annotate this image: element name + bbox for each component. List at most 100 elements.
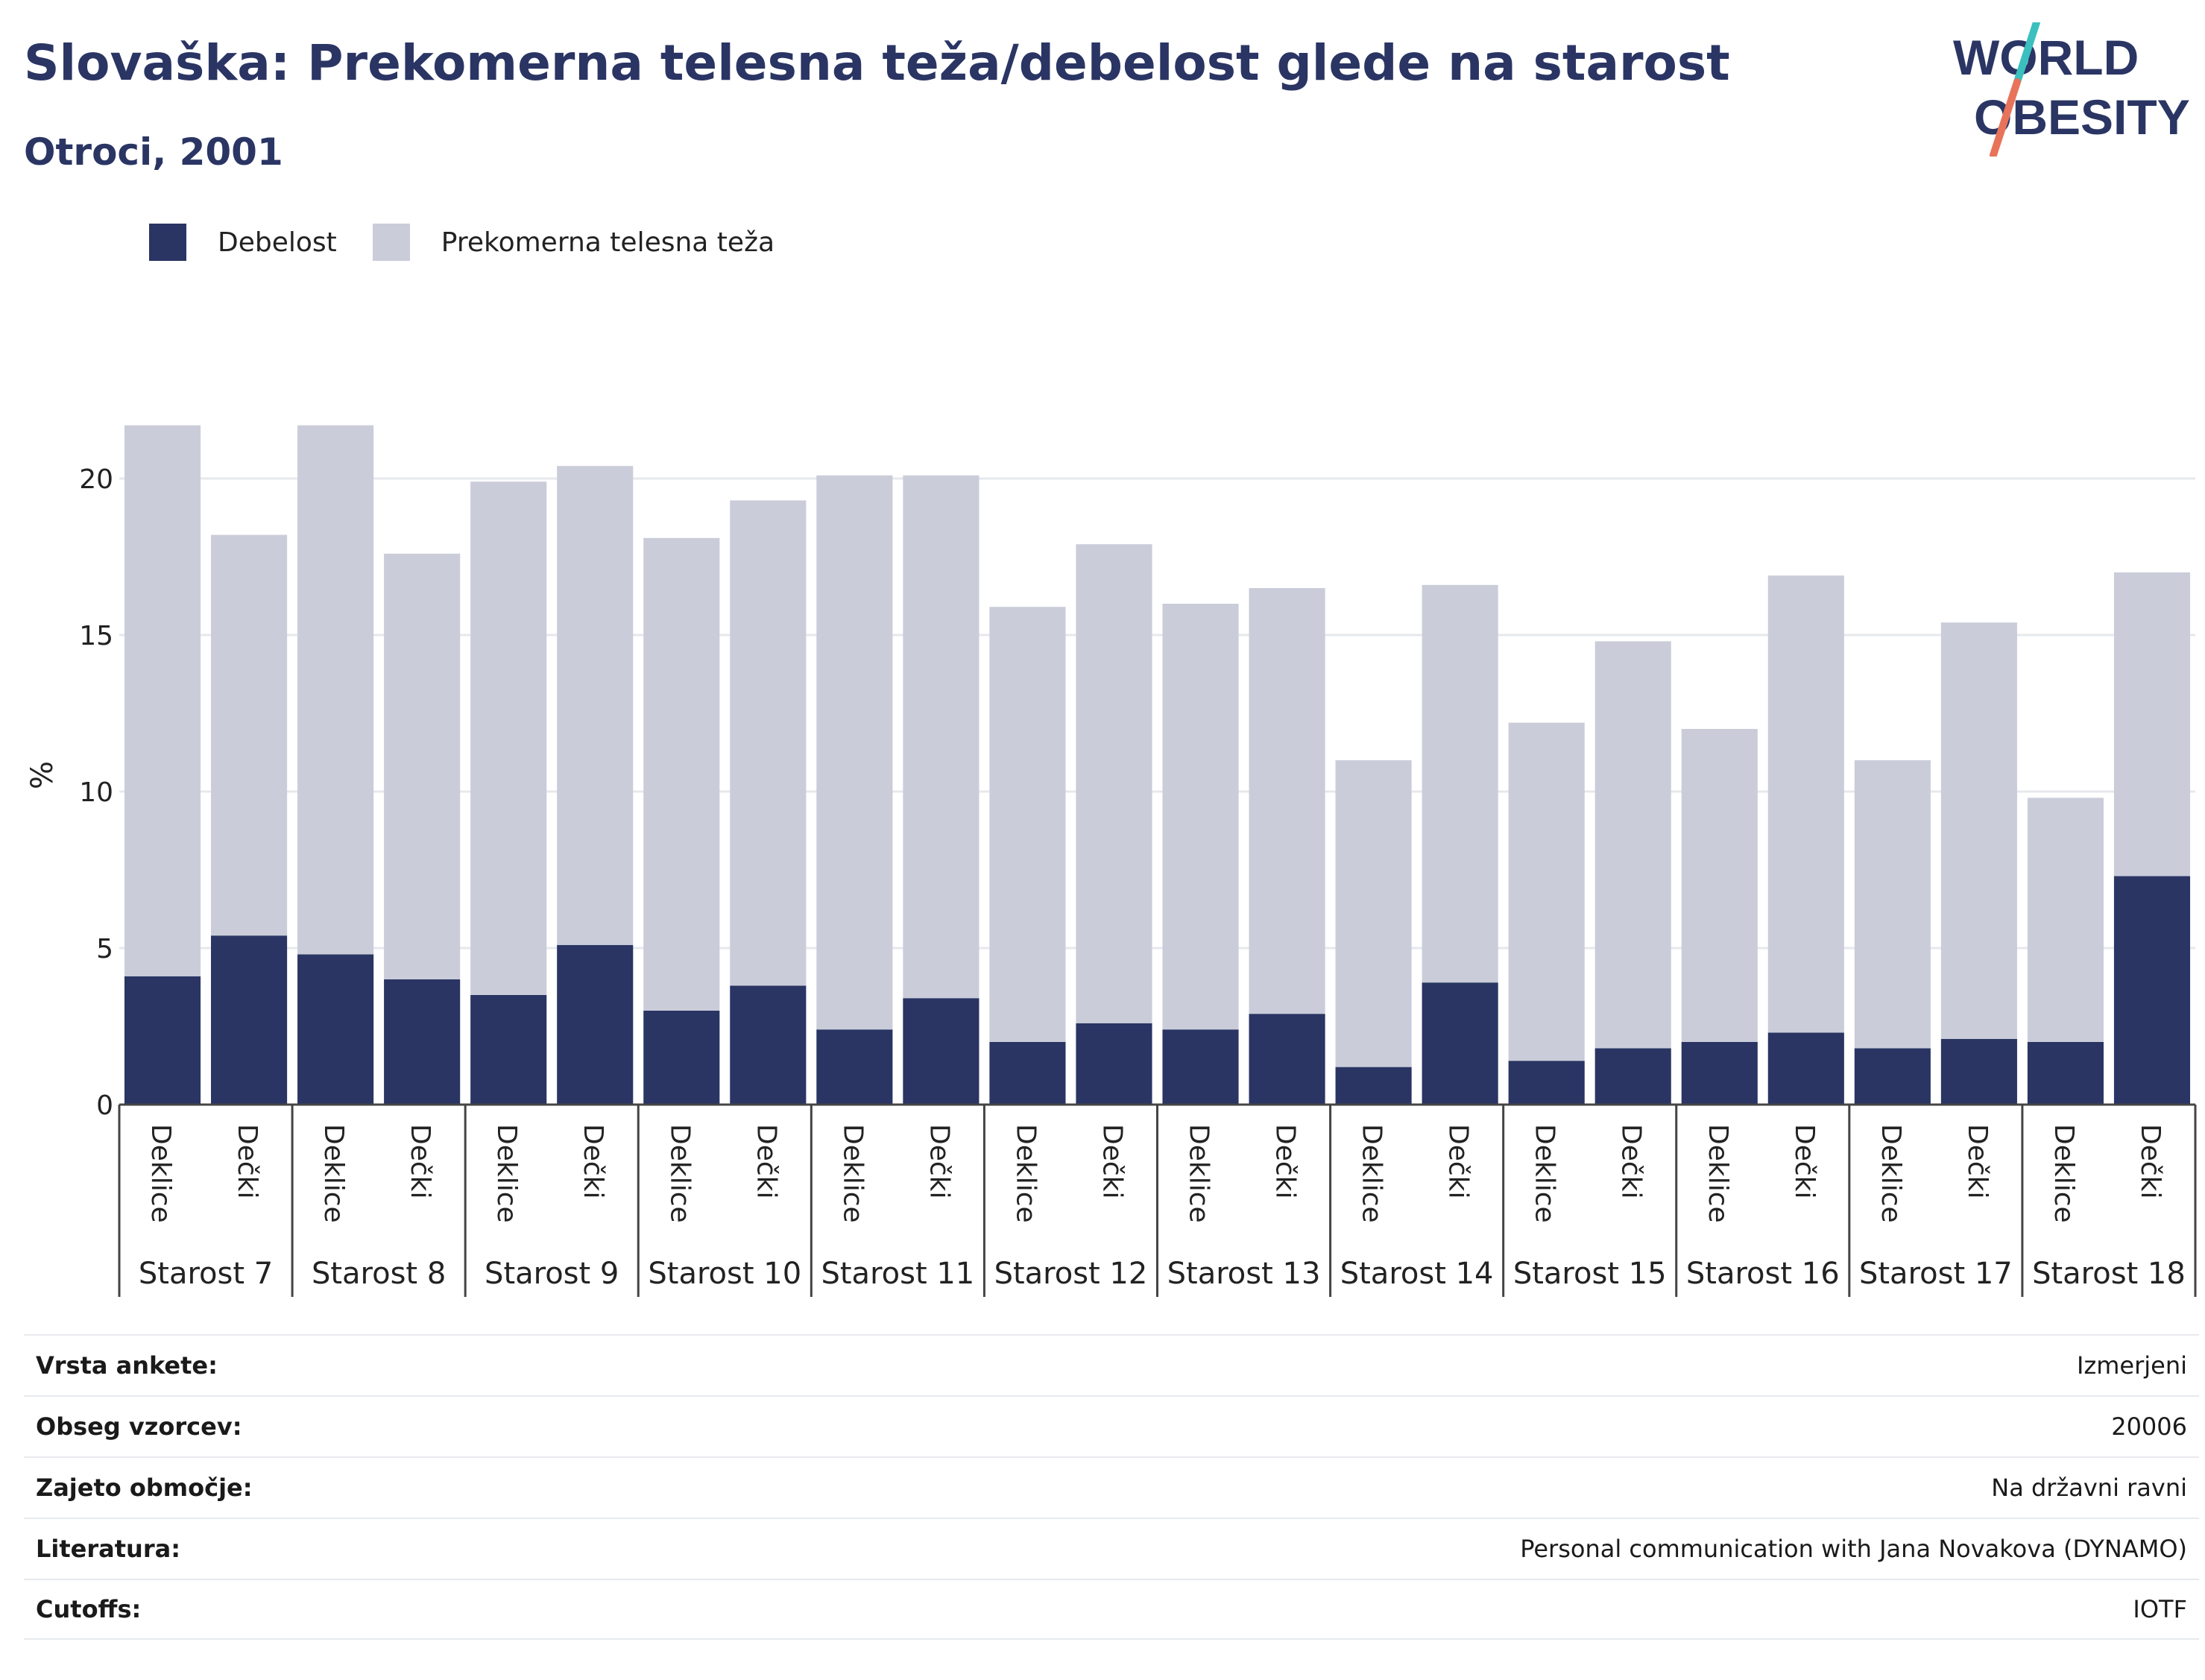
bar-debelost xyxy=(470,995,547,1105)
x-subcategory-label: Deklice xyxy=(145,1124,176,1223)
x-subcategory-label: Deklice xyxy=(1530,1124,1560,1223)
x-group-label: Starost 18 xyxy=(2032,1257,2186,1291)
x-subcategory-label: Deklice xyxy=(491,1124,522,1223)
bar-debelost xyxy=(1422,982,1498,1105)
x-group-label: Starost 14 xyxy=(1340,1257,1494,1291)
stacked-bar-chart: 0 5 10 15 20% Deklice Dečki Deklice Dečki Deklice… xyxy=(25,425,2197,1297)
bar-debelost xyxy=(1854,1048,1931,1105)
info-value: IOTF xyxy=(2133,1595,2187,1623)
x-subcategory-label: Deklice xyxy=(318,1124,349,1223)
bar-prekomerna xyxy=(1681,729,1758,1042)
x-subcategory-label: Dečki xyxy=(2135,1124,2165,1199)
info-row-area: Zajeto območje: Na državni ravni xyxy=(24,1456,2199,1518)
legend-item-debelost[interactable]: Debelost xyxy=(149,224,337,261)
bar-debelost xyxy=(989,1042,1066,1105)
x-subcategory-label: Dečki xyxy=(405,1124,435,1199)
info-value: Izmerjeni xyxy=(2077,1351,2187,1380)
x-group-label: Starost 7 xyxy=(139,1257,273,1291)
x-subcategory-label: Dečki xyxy=(1962,1124,1993,1199)
x-subcategory-label: Dečki xyxy=(1097,1124,1127,1199)
x-subcategory-label: Dečki xyxy=(578,1124,608,1199)
info-row-survey-type: Vrsta ankete: Izmerjeni xyxy=(24,1334,2199,1395)
chart-legend: Debelost Prekomerna telesna teža xyxy=(149,224,810,261)
x-subcategory-label: Deklice xyxy=(664,1124,695,1223)
bar-prekomerna xyxy=(903,475,980,999)
y-tick-label: 0 xyxy=(96,1090,113,1121)
bar-debelost xyxy=(2113,876,2191,1105)
info-key: Cutoffs: xyxy=(36,1595,142,1623)
bar-prekomerna xyxy=(816,475,893,1030)
svg-text:WORLD: WORLD xyxy=(1953,30,2139,85)
bar-debelost xyxy=(384,979,461,1105)
info-value: 20006 xyxy=(2111,1412,2187,1441)
bar-debelost xyxy=(211,935,288,1105)
x-subcategory-label: Dečki xyxy=(1443,1124,1474,1199)
x-subcategory-label: Deklice xyxy=(1703,1124,1733,1223)
bar-debelost xyxy=(557,944,634,1105)
bar-prekomerna xyxy=(730,500,807,986)
x-subcategory-label: Dečki xyxy=(751,1124,781,1199)
x-subcategory-label: Deklice xyxy=(1357,1124,1387,1223)
info-key: Zajeto območje: xyxy=(36,1474,253,1502)
bar-prekomerna xyxy=(2027,798,2104,1042)
bar-debelost xyxy=(1594,1048,1671,1105)
bar-prekomerna xyxy=(1335,760,1412,1067)
bar-debelost xyxy=(1162,1029,1239,1105)
legend-label-debelost: Debelost xyxy=(218,227,337,258)
info-value: Personal communication with Jana Novakov… xyxy=(1520,1535,2187,1563)
x-subcategory-label: Deklice xyxy=(1010,1124,1041,1223)
x-group-label: Starost 9 xyxy=(485,1257,619,1291)
bar-prekomerna xyxy=(989,607,1066,1042)
page-subtitle: Otroci, 2001 xyxy=(24,130,283,174)
x-subcategory-label: Deklice xyxy=(1184,1124,1214,1223)
world-obesity-logo: WORLD OBESITY xyxy=(1953,22,2190,157)
bar-debelost xyxy=(1076,1023,1152,1105)
bar-debelost xyxy=(1249,1014,1325,1105)
bar-prekomerna xyxy=(1594,641,1671,1049)
x-subcategory-label: Dečki xyxy=(232,1124,262,1199)
y-tick-label: 20 xyxy=(79,464,113,495)
x-subcategory-label: Dečki xyxy=(1616,1124,1647,1199)
x-subcategory-label: Deklice xyxy=(1876,1124,1906,1223)
x-group-label: Starost 13 xyxy=(1167,1257,1321,1291)
y-tick-label: 15 xyxy=(79,621,113,651)
x-subcategory-label: Dečki xyxy=(924,1124,954,1199)
info-key: Literatura: xyxy=(36,1535,180,1563)
bar-prekomerna xyxy=(1076,544,1152,1023)
info-key: Obseg vzorcev: xyxy=(36,1412,242,1441)
bar-debelost xyxy=(1335,1067,1412,1105)
bar-debelost xyxy=(2027,1042,2104,1105)
bar-prekomerna xyxy=(1854,760,1931,1049)
legend-item-prekomerna[interactable]: Prekomerna telesna teža xyxy=(372,224,775,261)
bar-prekomerna xyxy=(1422,584,1498,983)
bar-prekomerna xyxy=(1508,722,1585,1061)
y-axis-label: % xyxy=(25,761,60,789)
x-group-label: Starost 11 xyxy=(821,1257,974,1291)
y-tick-label: 5 xyxy=(96,934,113,964)
x-subcategory-label: Dečki xyxy=(1270,1124,1301,1199)
bar-prekomerna xyxy=(557,466,634,945)
bar-debelost xyxy=(643,1011,720,1105)
bar-prekomerna xyxy=(643,537,720,1011)
bar-debelost xyxy=(1940,1038,2017,1105)
bar-prekomerna xyxy=(1940,622,2017,1039)
x-group-label: Starost 17 xyxy=(1859,1257,2013,1291)
x-subcategory-label: Deklice xyxy=(837,1124,868,1223)
info-row-cutoffs: Cutoffs: IOTF xyxy=(24,1579,2199,1640)
bar-debelost xyxy=(1508,1061,1585,1105)
bar-debelost xyxy=(816,1029,893,1105)
bar-prekomerna xyxy=(297,425,374,955)
survey-info-table: Vrsta ankete: Izmerjeni Obseg vzorcev: 2… xyxy=(24,1334,2199,1640)
x-subcategory-label: Dečki xyxy=(1789,1124,1820,1199)
x-group-label: Starost 15 xyxy=(1513,1257,1667,1291)
y-tick-label: 10 xyxy=(79,777,113,808)
info-key: Vrsta ankete: xyxy=(36,1351,218,1380)
bar-debelost xyxy=(1681,1042,1758,1105)
legend-swatch-debelost xyxy=(149,224,186,261)
x-subcategory-label: Deklice xyxy=(2048,1124,2079,1223)
legend-label-prekomerna: Prekomerna telesna teža xyxy=(441,227,775,258)
bar-debelost xyxy=(903,998,980,1105)
bar-debelost xyxy=(297,954,374,1105)
bar-prekomerna xyxy=(2113,572,2191,877)
page-title: Slovaška: Prekomerna telesna teža/debelo… xyxy=(24,34,1730,92)
